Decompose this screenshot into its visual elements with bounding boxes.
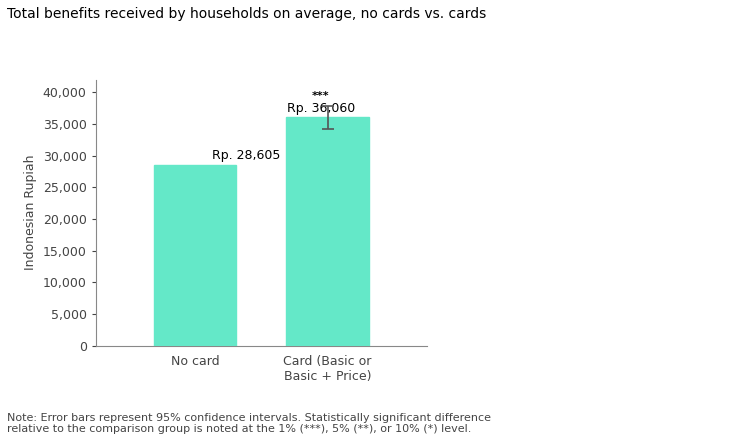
Text: Rp. 28,605: Rp. 28,605	[212, 149, 280, 162]
Text: Note: Error bars represent 95% confidence intervals. Statistically significant d: Note: Error bars represent 95% confidenc…	[7, 412, 492, 434]
Text: Total benefits received by households on average, no cards vs. cards: Total benefits received by households on…	[7, 7, 486, 21]
Bar	[154, 164, 236, 346]
Text: Rp. 36,060: Rp. 36,060	[287, 102, 355, 115]
Y-axis label: Indonesian Rupiah: Indonesian Rupiah	[24, 155, 38, 270]
Text: ***: ***	[312, 91, 330, 101]
Bar	[286, 117, 369, 346]
